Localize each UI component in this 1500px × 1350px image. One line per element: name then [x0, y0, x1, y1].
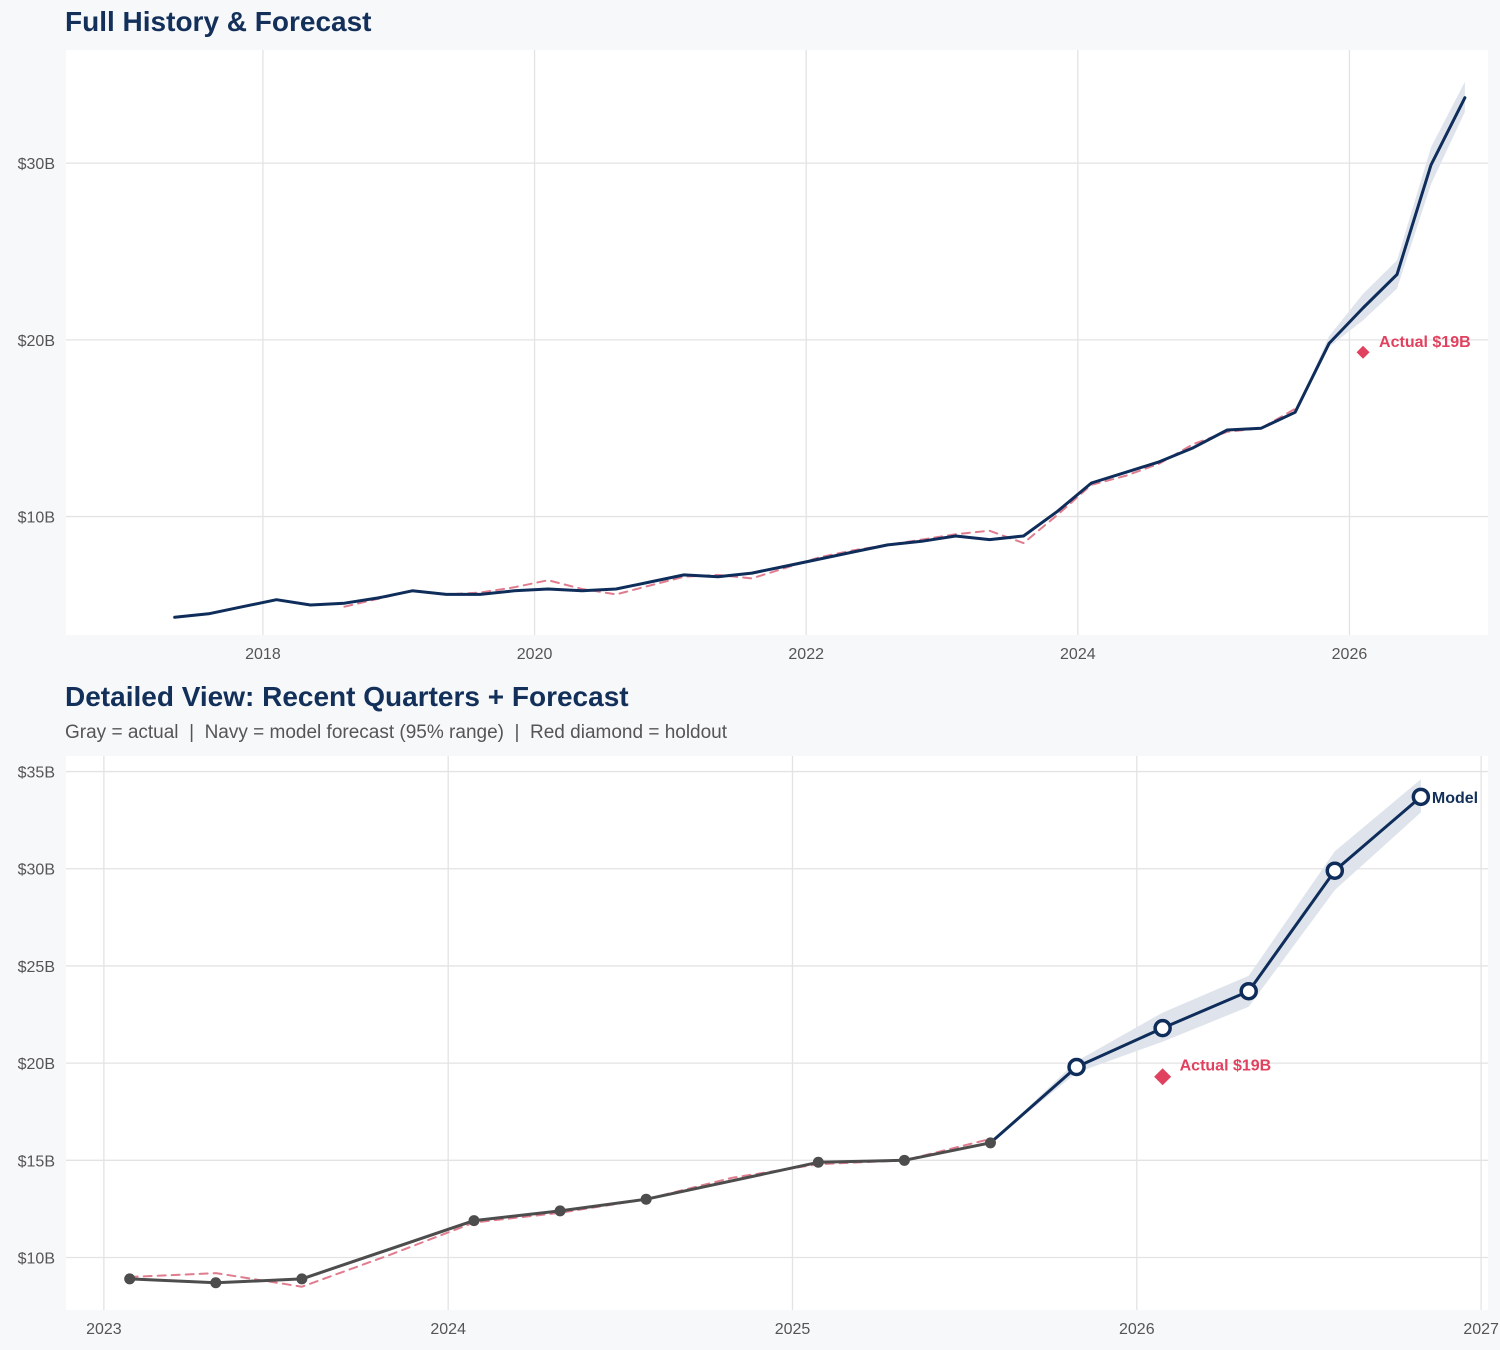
chart-title-detailed-view: Detailed View: Recent Quarters + Forecas… — [65, 681, 629, 712]
detail-holdout-diamond — [1154, 1068, 1172, 1086]
detail-model-end-label: Model — [1432, 790, 1478, 807]
full-holdout-diamond — [1356, 345, 1370, 359]
full-x-tick-label: 2018 — [245, 646, 281, 663]
detail-x-tick-label: 2024 — [430, 1321, 466, 1338]
detail-holdout-label: Actual $19B — [1180, 1058, 1272, 1075]
detail-y-tick-label: $35B — [18, 765, 55, 782]
full-plot-background — [66, 50, 1488, 635]
detail-plot: 2023 2024 2025 2026 2027 $10B $15B $20B $25B $30B… — [18, 756, 1499, 1338]
detail-actual-point — [984, 1137, 996, 1149]
detail-x-tick-label: 2023 — [86, 1321, 122, 1338]
full-plot: 2018 2020 2022 2024 2026 $10B $20B $30B Actual $… — [18, 50, 1488, 663]
detail-actual-point — [124, 1273, 136, 1285]
full-x-tick-label: 2022 — [788, 646, 824, 663]
detail-actual-point — [640, 1193, 652, 1205]
detail-actual-point — [468, 1215, 480, 1227]
chart-subtitle-legend: Gray = actual | Navy = model forecast (9… — [65, 722, 728, 743]
detail-y-tick-label: $15B — [18, 1153, 55, 1170]
full-y-tick-label: $10B — [18, 510, 55, 527]
detail-forecast-point — [1239, 981, 1258, 1001]
detail-actual-point — [898, 1154, 910, 1166]
full-fit-line — [343, 407, 1297, 608]
detail-forecast-point — [1067, 1057, 1086, 1077]
full-y-tick-label: $30B — [18, 156, 55, 173]
full-x-tick-label: 2026 — [1332, 646, 1368, 663]
detail-actual-point — [554, 1205, 566, 1217]
detail-plot-background — [66, 756, 1488, 1310]
detail-forecast-line — [989, 795, 1423, 1145]
detail-y-tick-label: $10B — [18, 1251, 55, 1268]
chart-title-full-history: Full History & Forecast — [65, 6, 372, 37]
detail-x-tick-label: 2026 — [1119, 1321, 1155, 1338]
full-y-tick-label: $20B — [18, 333, 55, 350]
detail-y-tick-label: $25B — [18, 959, 55, 976]
detail-y-tick-label: $30B — [18, 862, 55, 879]
full-x-tick-label: 2020 — [517, 646, 553, 663]
full-forecast-range-band — [1295, 81, 1465, 413]
detail-actual-point — [210, 1277, 222, 1289]
full-x-tick-label: 2024 — [1060, 646, 1096, 663]
detail-forecast-point — [1153, 1018, 1172, 1038]
full-forecast-line — [173, 96, 1467, 619]
detail-x-tick-label: 2025 — [775, 1321, 811, 1338]
detail-forecast-point — [1411, 787, 1431, 807]
detail-actual-point — [296, 1273, 308, 1285]
detail-forecast-range-band — [990, 779, 1421, 1143]
full-holdout-label: Actual $19B — [1379, 334, 1471, 351]
detail-forecast-point — [1325, 861, 1345, 880]
detail-y-tick-label: $20B — [18, 1056, 55, 1073]
detail-x-tick-label: 2027 — [1463, 1321, 1499, 1338]
detail-actual-point — [812, 1156, 824, 1168]
